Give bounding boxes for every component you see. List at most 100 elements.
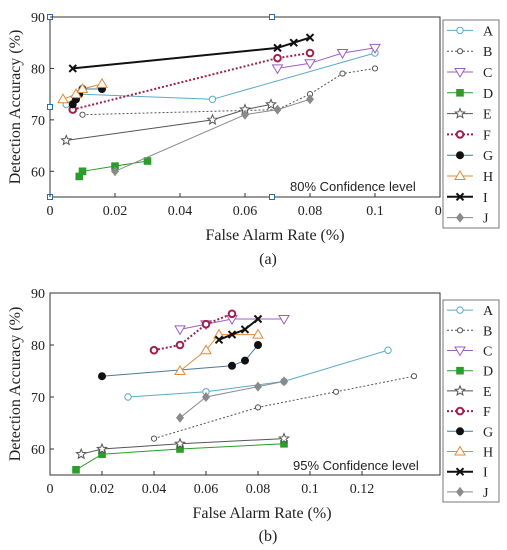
- series-line-E: [66, 103, 272, 141]
- plot-frame-b: [49, 292, 441, 476]
- marker-H: [454, 170, 466, 180]
- marker-C: [304, 59, 316, 70]
- marker-B: [371, 65, 379, 72]
- legend-label: E: [483, 108, 492, 123]
- marker-C: [336, 49, 349, 59]
- series-line-B: [153, 375, 415, 440]
- marker-F: [455, 130, 465, 139]
- y-tick-label: 90: [31, 11, 45, 26]
- x-tick-label: 0.02: [103, 204, 128, 219]
- x-axis-label-b: False Alarm Rate (%): [192, 505, 331, 522]
- marker-I: [305, 33, 315, 42]
- series-line-H: [179, 334, 258, 372]
- marker-F: [273, 53, 282, 63]
- chart-panel-b: 0 0.02 0.04 0.06 0.08 0.1 0.12 60 70 80 90 95% Co…: [7, 287, 500, 545]
- marker-D: [111, 162, 119, 170]
- marker-B: [339, 70, 346, 77]
- marker-B: [410, 373, 418, 380]
- series-B: [150, 373, 418, 442]
- legend-item-G: G: [447, 149, 493, 164]
- marker-I: [240, 325, 250, 334]
- series-J: [176, 376, 288, 423]
- marker-E: [95, 442, 109, 455]
- marker-E: [453, 107, 467, 119]
- legend-label: B: [483, 45, 492, 60]
- marker-B: [79, 111, 86, 118]
- x-tick-label: 0.12: [350, 482, 375, 497]
- series-line-J: [114, 98, 311, 172]
- series-A: [124, 346, 392, 401]
- legend-item-G: G: [447, 425, 493, 440]
- legend-item-C: C: [447, 345, 492, 360]
- legend-label: F: [483, 405, 491, 420]
- marker-C: [369, 43, 381, 54]
- legend-label: G: [483, 425, 493, 440]
- marker-E: [206, 113, 219, 125]
- marker-C: [174, 325, 186, 336]
- marker-A: [208, 95, 217, 103]
- legend-item-I: I: [447, 466, 488, 481]
- series-line-D: [75, 443, 285, 471]
- marker-E: [75, 447, 88, 460]
- marker-F: [201, 319, 211, 329]
- y-tick-label: 90: [31, 287, 45, 302]
- marker-C: [271, 64, 284, 75]
- legend-item-H: H: [447, 446, 493, 461]
- marker-G: [456, 427, 464, 436]
- marker-A: [124, 393, 132, 401]
- marker-E: [277, 432, 291, 444]
- x-tick-label: 0.04: [142, 482, 167, 497]
- marker-G: [254, 341, 262, 349]
- legend-label: C: [483, 66, 492, 81]
- legend-item-A: A: [447, 24, 494, 39]
- legend-label: D: [483, 87, 493, 102]
- selection-handle[interactable]: [47, 104, 53, 110]
- marker-I: [273, 43, 282, 53]
- marker-D: [143, 157, 152, 165]
- legend-label: J: [483, 212, 489, 227]
- legend-label: C: [483, 345, 492, 360]
- marker-D: [75, 172, 84, 181]
- legend-item-J: J: [447, 212, 489, 227]
- marker-B: [150, 435, 158, 442]
- series-J: [111, 94, 314, 177]
- series-H: [174, 328, 264, 375]
- marker-G: [456, 151, 464, 160]
- y-ticks-b: 60 70 80 90: [31, 287, 54, 458]
- selection-handle[interactable]: [269, 194, 275, 200]
- marker-D: [456, 366, 464, 375]
- series-D: [75, 157, 152, 181]
- marker-F: [227, 309, 237, 319]
- marker-E: [173, 437, 187, 449]
- marker-J: [241, 109, 249, 120]
- marker-B: [254, 404, 262, 411]
- legend-label: G: [483, 149, 493, 164]
- legend-item-C: C: [447, 66, 492, 81]
- series-C: [271, 43, 381, 75]
- x-tick-label: 0.06: [194, 482, 219, 497]
- marker-J: [254, 381, 262, 392]
- confidence-annotation-a: 80% Confidence level: [290, 179, 416, 194]
- selection-handle[interactable]: [269, 14, 275, 20]
- y-tick-label: 80: [31, 339, 45, 354]
- x-axis-label-a: False Alarm Rate (%): [205, 227, 344, 244]
- legend-item-E: E: [447, 384, 492, 400]
- series-E: [60, 98, 278, 146]
- legend-label: A: [483, 304, 494, 319]
- marker-G: [98, 372, 106, 381]
- series-line-E: [81, 438, 285, 455]
- series-line-C: [277, 47, 376, 69]
- x-tick-label: 0: [47, 204, 54, 219]
- marker-C: [454, 346, 466, 357]
- marker-E: [60, 134, 73, 146]
- marker-J: [111, 166, 119, 177]
- confidence-annotation-b: 95% Confidence level: [293, 458, 419, 473]
- legend-item-I: I: [447, 191, 488, 206]
- series-F: [149, 309, 237, 355]
- x-tick-label: 0.1: [366, 204, 384, 219]
- series-B: [79, 65, 379, 118]
- marker-H: [252, 328, 264, 339]
- marker-F: [305, 48, 315, 58]
- legend-box: [442, 299, 500, 503]
